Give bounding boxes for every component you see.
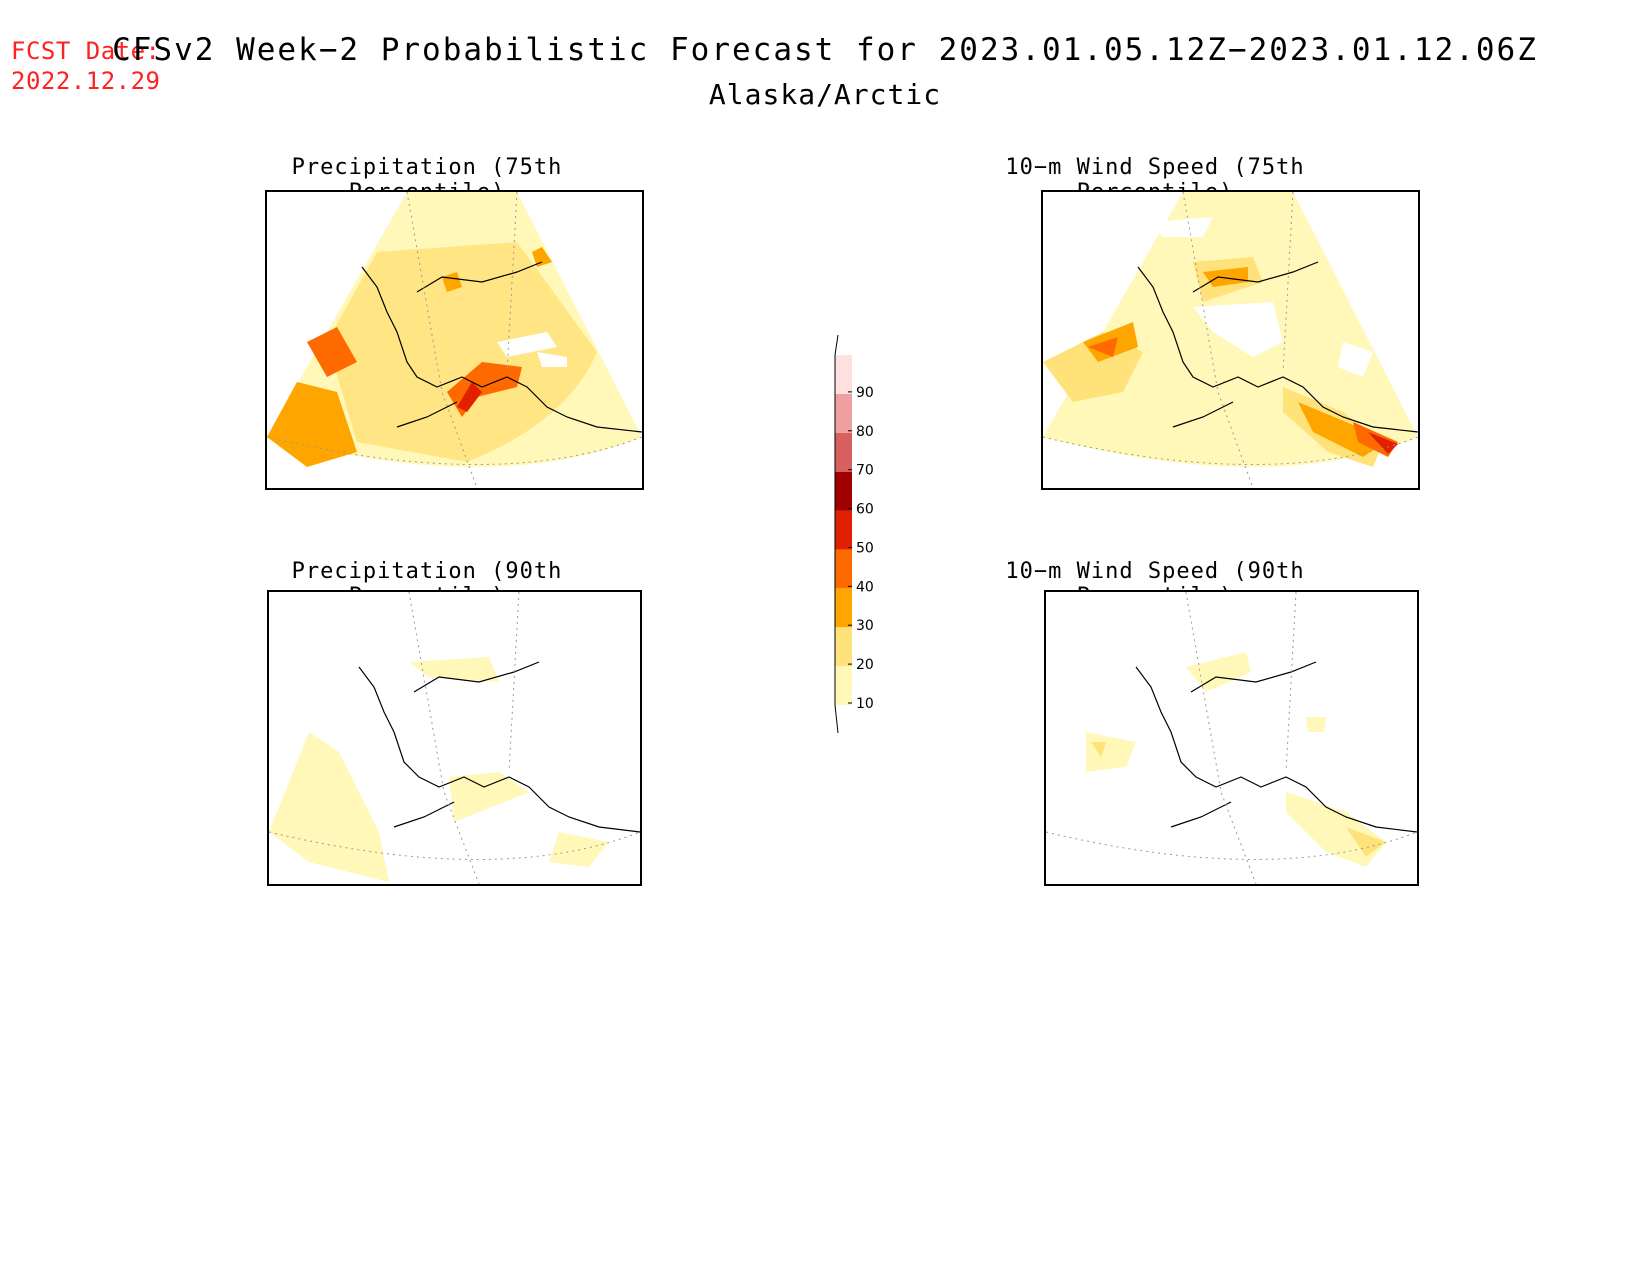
shade-10-west [269, 732, 389, 882]
coastline-south [361, 266, 642, 433]
colorbar-label: 50 [856, 540, 874, 556]
precip-75-map [267, 192, 642, 488]
map-panel-wind-75 [1041, 190, 1420, 490]
coastline-south [358, 666, 640, 833]
clear-center [1193, 302, 1283, 357]
colorbar-label: 70 [856, 463, 874, 479]
forecast-date-label: FCST Date: [11, 37, 161, 65]
shade-30-sw [267, 382, 357, 467]
colorbar-swatch [835, 627, 852, 667]
wind-90-map [1046, 592, 1417, 884]
map-panel-wind-90 [1044, 590, 1419, 886]
clear-east [537, 352, 567, 367]
sector-fill [269, 592, 640, 862]
map-panel-precip-75 [265, 190, 644, 490]
coastline-north [416, 261, 543, 293]
shade-50-south [457, 382, 482, 412]
coastline-south [1135, 666, 1417, 833]
graticule [1043, 192, 1418, 488]
colorbar-swatch [835, 549, 852, 589]
coastline-south [1137, 266, 1418, 433]
shade-20-west [1091, 742, 1106, 757]
colorbar-top-tip [834, 334, 839, 356]
peninsula-coast [1170, 801, 1232, 828]
coastline-north [1190, 661, 1317, 693]
colorbar-svg: 10 20 30 40 50 60 70 80 90 [834, 334, 874, 734]
map-panel-precip-90 [267, 590, 642, 886]
shade-40-west [1088, 337, 1118, 357]
shade-30-north [1203, 267, 1248, 287]
clear-center [497, 332, 557, 357]
shade-30-north [532, 247, 552, 267]
forecast-date-block: FCST Date: 2022.12.29 [11, 36, 161, 96]
colorbar-swatch [835, 432, 852, 472]
colorbar-swatch [835, 471, 852, 511]
colorbar-label: 80 [856, 424, 874, 440]
coastline-north [413, 661, 540, 693]
colorbar-label: 40 [856, 579, 874, 595]
coastline-north [1192, 261, 1319, 293]
graticule [1046, 592, 1417, 884]
page-title: CFSv2 Week−2 Probabilistic Forecast for … [112, 32, 1538, 68]
colorbar-swatch [835, 666, 852, 705]
clear-east [1338, 342, 1373, 377]
shade-30-center [442, 272, 462, 292]
colorbar-swatch [835, 510, 852, 550]
shade-40-west [307, 327, 357, 377]
shade-10-center [1306, 717, 1326, 732]
colorbar-swatch [835, 588, 852, 628]
shade-50-southeast [1368, 432, 1398, 454]
colorbar-swatch [835, 355, 852, 394]
colorbar-bottom-tip [834, 704, 839, 734]
shade-30-southeast [1298, 402, 1378, 457]
sector-fill [1046, 592, 1417, 862]
colorbar-label: 10 [856, 696, 874, 712]
precip-90-map [269, 592, 640, 884]
shade-20 [327, 242, 597, 462]
colorbar-label: 60 [856, 502, 874, 518]
colorbar-legend: 10 20 30 40 50 60 70 80 90 [820, 334, 900, 735]
shade-10-south [449, 772, 529, 822]
region-subtitle: Alaska/Arctic [708, 78, 942, 111]
graticule [269, 592, 640, 884]
shade-10-north [409, 657, 499, 682]
peninsula-coast [396, 401, 458, 428]
colorbar-label: 20 [856, 657, 874, 673]
forecast-date-value: 2022.12.29 [11, 67, 161, 95]
peninsula-coast [393, 801, 455, 828]
colorbar-swatch [835, 393, 852, 433]
graticule [267, 192, 642, 488]
wind-75-map [1043, 192, 1418, 488]
shade-20-southeast [1346, 827, 1386, 857]
colorbar-label: 90 [856, 385, 874, 401]
clear-north [1153, 217, 1213, 237]
peninsula-coast [1172, 401, 1234, 428]
colorbar-label: 30 [856, 618, 874, 634]
